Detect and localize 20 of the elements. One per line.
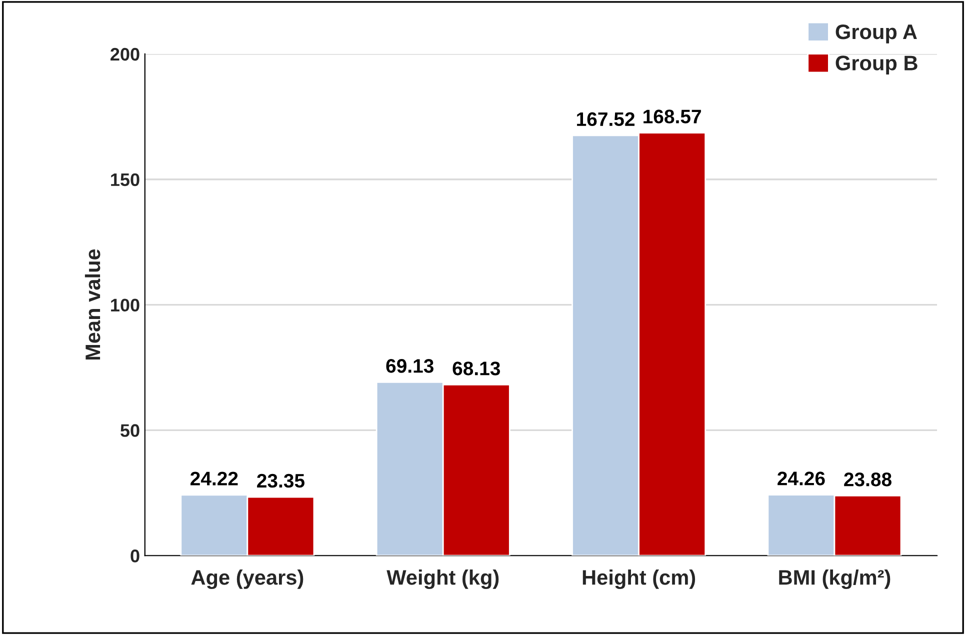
x-tick-label: Age (years) <box>191 570 304 590</box>
y-tick-label: 50 <box>120 424 140 437</box>
x-tick-label: BMI (kg/m²) <box>779 570 890 590</box>
legend-label: Group A <box>836 24 917 44</box>
data-label: 23.35 <box>257 474 304 488</box>
data-label: 168.57 <box>644 110 701 124</box>
data-label: 23.88 <box>844 472 892 486</box>
data-label: 24.26 <box>778 472 825 486</box>
legend-label: Group B <box>836 56 918 75</box>
y-tick-label: 100 <box>111 298 140 312</box>
data-label: 167.52 <box>577 112 634 126</box>
data-label: 24.22 <box>190 472 238 486</box>
data-label: 68.13 <box>452 362 500 376</box>
data-label: 69.13 <box>386 359 434 373</box>
y-axis-title: Mean value <box>84 249 100 360</box>
y-tick-label: 200 <box>110 48 140 61</box>
x-tick-label: Height (cm) <box>582 570 696 590</box>
y-tick-label: 0 <box>130 550 140 562</box>
x-tick-label: Weight (kg) <box>386 570 499 590</box>
y-tick-label: 150 <box>111 173 140 186</box>
